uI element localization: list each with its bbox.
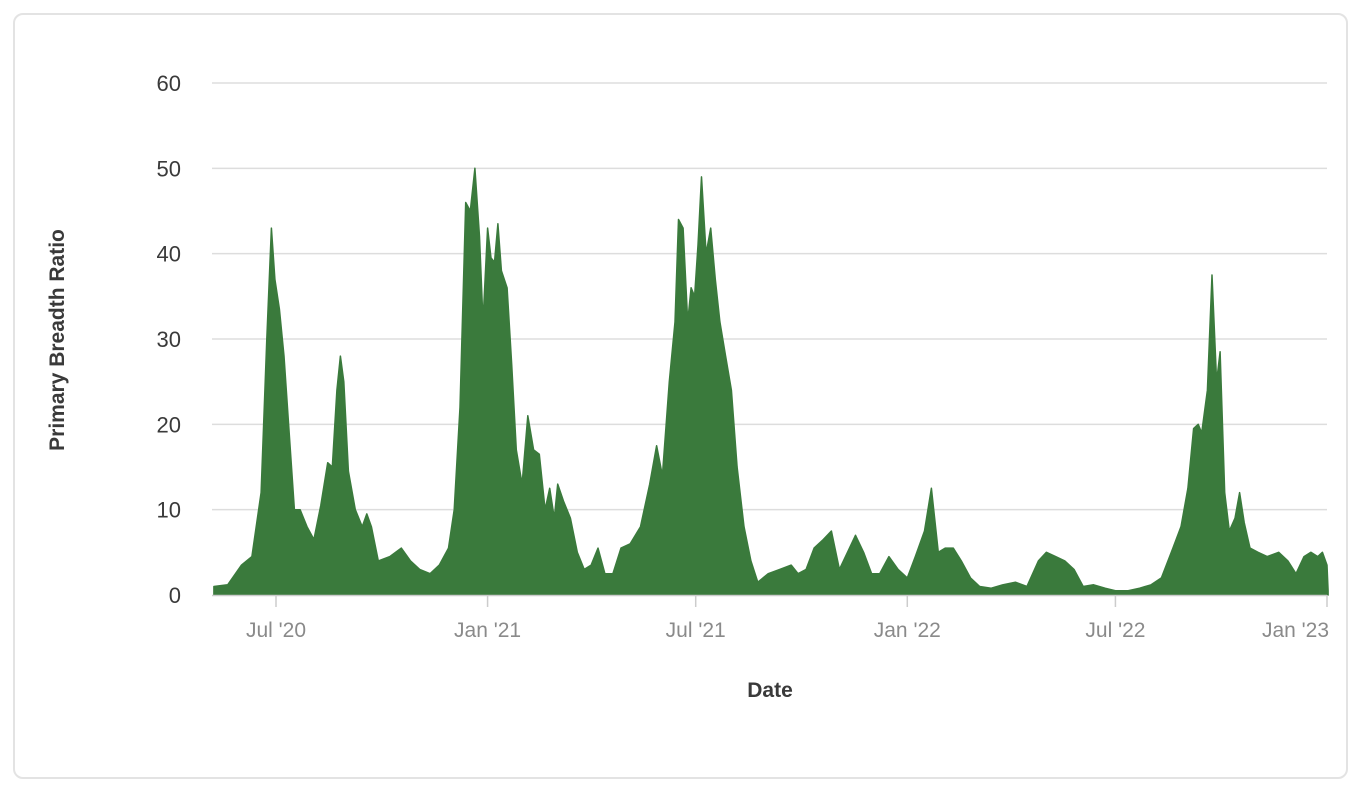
x-tick-label: Jul '20: [246, 619, 306, 642]
x-tick-label: Jan '23: [1262, 619, 1329, 642]
x-tick-label: Jan '21: [454, 619, 521, 642]
gridlines: [212, 82, 1327, 511]
y-tick-label: 10: [157, 498, 181, 523]
y-axis-ticks: 0 10 20 30 40 50 60: [157, 71, 181, 608]
x-tick-label: Jan '22: [874, 619, 941, 642]
y-tick-label: 30: [157, 327, 181, 352]
y-tick-label: 60: [157, 71, 181, 96]
y-axis-title: Primary Breadth Ratio: [46, 229, 69, 451]
y-tick-label: 0: [169, 583, 181, 608]
x-axis-ticks: Jul '20 Jan '21 Jul '21 Jan '22 Jul '22 Jan '…: [246, 595, 1329, 642]
y-tick-label: 50: [157, 156, 181, 181]
series-area-path: [213, 167, 1329, 596]
x-tick-label: Jul '22: [1085, 619, 1145, 642]
x-tick-label: Jul '21: [666, 619, 726, 642]
y-tick-label: 20: [157, 412, 181, 437]
series-area: [213, 167, 1329, 596]
y-tick-label: 40: [157, 242, 181, 267]
x-axis-title: Date: [747, 679, 793, 702]
